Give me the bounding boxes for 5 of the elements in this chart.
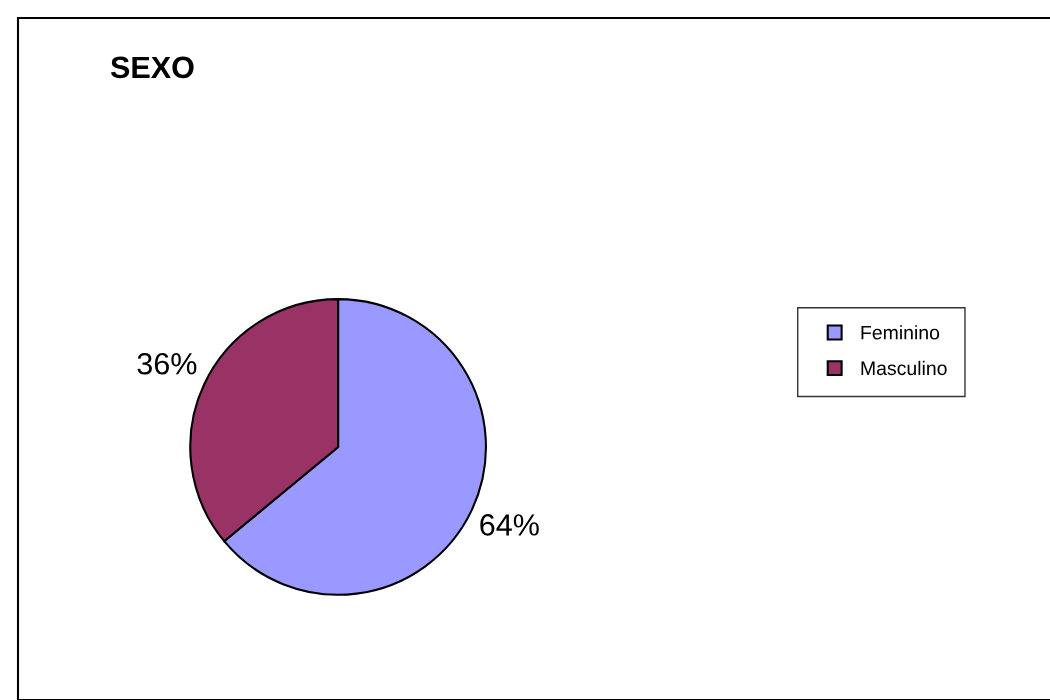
data-label: 36% [137, 352, 197, 375]
data-label: 64% [480, 514, 539, 536]
legend-label: Masculino [861, 360, 947, 376]
chart-title: SEXO [110, 56, 194, 79]
legend-label: Feminino [861, 325, 940, 340]
